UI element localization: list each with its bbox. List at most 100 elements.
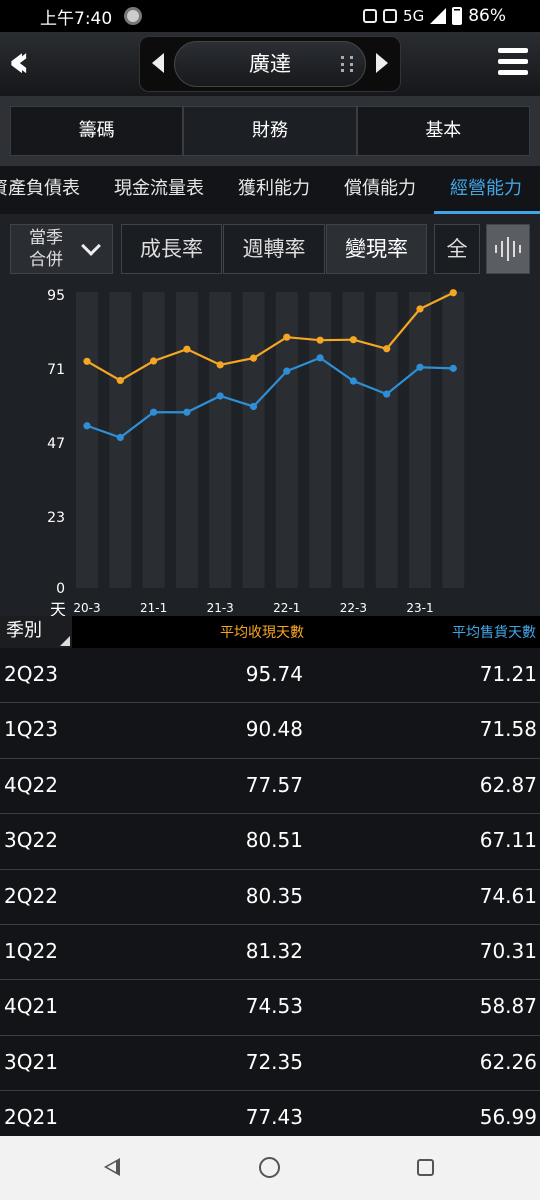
tab-basic[interactable]: 基本 xyxy=(356,106,530,156)
period-cell: 3Q22 xyxy=(4,828,58,853)
grid-column xyxy=(409,292,431,588)
nav-home-icon[interactable] xyxy=(259,1157,280,1178)
y-tick-label: 23 xyxy=(47,510,65,526)
collection-days-cell: 72.35 xyxy=(245,1049,303,1074)
status-icons: 5G 86% xyxy=(363,6,528,26)
status-bar: 上午7:40 5G 86% xyxy=(0,0,540,32)
avg-inventory-days-header: 平均售貨天數 xyxy=(452,625,536,641)
table-header: 季別 平均收現天數 平均售貨天數 xyxy=(0,616,540,648)
series-point-0 xyxy=(116,376,124,385)
tab-finance[interactable]: 財務 xyxy=(183,106,357,156)
collection-days-cell: 80.35 xyxy=(245,883,303,908)
inventory-days-cell: 71.58 xyxy=(479,717,537,742)
x-tick-label: 21-1 xyxy=(140,601,167,615)
subtab-balance-sheet[interactable]: 資產負債表 xyxy=(0,178,80,199)
stock-name: 廣達 xyxy=(249,52,291,76)
grid-column xyxy=(375,292,398,588)
x-tick-label: 21-3 xyxy=(207,601,234,615)
grid-column xyxy=(242,292,265,588)
series-point-0 xyxy=(316,336,324,344)
series-point-1 xyxy=(383,390,391,398)
subtab-profitability[interactable]: 獲利能力 xyxy=(238,178,310,199)
series-point-0 xyxy=(183,345,191,353)
series-point-1 xyxy=(316,354,324,362)
notification-icon xyxy=(124,7,143,25)
period-cell: 2Q21 xyxy=(4,1105,58,1130)
series-line-1 xyxy=(86,356,454,439)
screenshot-icon xyxy=(363,9,378,23)
subtab-cash-flow[interactable]: 現金流量表 xyxy=(114,178,204,199)
grid-column xyxy=(142,292,165,588)
inventory-days-cell: 67.11 xyxy=(479,828,537,853)
top-tabs: 籌碼 財務 基本 xyxy=(0,96,540,166)
battery-icon xyxy=(452,7,463,25)
growth-rate-button[interactable]: 成長率 xyxy=(121,224,222,274)
inventory-days-cell: 62.26 xyxy=(479,1049,537,1074)
sub-tabs: 資產負債表 現金流量表 獲利能力 償債能力 經營能力 xyxy=(0,166,540,214)
period-cell: 3Q21 xyxy=(4,1049,58,1074)
table-row: 2Q21 77.43 56.99 xyxy=(0,1091,540,1136)
collection-days-cell: 77.43 xyxy=(245,1105,303,1130)
grid-column xyxy=(76,292,98,588)
period-cell: 1Q23 xyxy=(4,717,58,742)
avg-collection-days-header: 平均收現天數 xyxy=(220,625,304,641)
inventory-days-cell: 71.21 xyxy=(479,662,537,686)
collection-days-cell: 80.51 xyxy=(245,828,303,853)
stock-name-selector[interactable]: 廣達 xyxy=(174,41,366,87)
period-cell: 2Q22 xyxy=(4,883,58,908)
series-line-0 xyxy=(86,291,454,382)
subtab-operating-ability[interactable]: 經營能力 xyxy=(434,166,540,214)
battery-percent: 86% xyxy=(468,6,506,26)
period-line1: 當季 xyxy=(29,228,63,248)
series-point-0 xyxy=(283,333,291,341)
chart-controls: 當季 合併 成長率 週轉率 變現率 全 xyxy=(0,214,540,286)
table-row: 4Q21 74.53 58.87 xyxy=(0,980,540,1036)
period-cell: 4Q21 xyxy=(4,994,58,1019)
grid-column xyxy=(175,292,198,588)
series-point-1 xyxy=(83,422,91,430)
series-point-0 xyxy=(216,361,224,369)
series-point-1 xyxy=(216,392,224,400)
grid-column xyxy=(342,292,365,588)
app-header: ‹‹ 廣達 xyxy=(0,32,540,96)
back-button[interactable]: ‹‹ xyxy=(8,40,48,84)
liquidity-rate-button[interactable]: 變現率 xyxy=(326,224,427,274)
subtab-solvency[interactable]: 償債能力 xyxy=(344,178,416,199)
series-point-0 xyxy=(349,336,357,344)
series-point-0 xyxy=(83,357,91,365)
next-stock-arrow-icon[interactable] xyxy=(376,53,388,73)
nav-recents-icon[interactable] xyxy=(417,1159,434,1176)
series-point-0 xyxy=(150,357,158,365)
period-line2: 合併 xyxy=(29,250,63,270)
turnover-rate-button[interactable]: 週轉率 xyxy=(223,224,325,274)
grid-column xyxy=(209,292,232,588)
stock-switcher: 廣達 xyxy=(139,36,401,92)
menu-button[interactable] xyxy=(498,48,528,78)
waveform-toggle-button[interactable] xyxy=(486,224,530,274)
network-type: 5G xyxy=(403,7,425,25)
hamburger-icon-line xyxy=(498,59,528,64)
grid-column xyxy=(442,292,465,588)
table-row: 1Q23 90.48 71.58 xyxy=(0,703,540,759)
y-tick-label: 95 xyxy=(47,288,65,304)
all-button[interactable]: 全 xyxy=(434,224,480,274)
collection-days-cell: 81.32 xyxy=(245,938,303,963)
series-point-1 xyxy=(349,377,357,385)
collection-days-cell: 77.57 xyxy=(245,772,303,797)
period-column-header[interactable]: 季別 xyxy=(0,616,72,648)
period-header-label: 季別 xyxy=(6,620,42,641)
collection-days-cell: 74.53 xyxy=(245,994,303,1019)
table-row: 1Q22 81.32 70.31 xyxy=(0,925,540,981)
tab-chips[interactable]: 籌碼 xyxy=(10,106,184,156)
series-point-1 xyxy=(283,367,291,375)
prev-stock-arrow-icon[interactable] xyxy=(152,53,164,73)
x-tick-label: 22-3 xyxy=(340,601,367,615)
period-dropdown[interactable]: 當季 合併 xyxy=(10,224,113,274)
data-table[interactable]: 2Q23 95.74 71.21 1Q23 90.48 71.58 4Q22 7… xyxy=(0,648,540,1136)
series-point-0 xyxy=(249,354,258,362)
y-tick-label: 47 xyxy=(47,436,65,452)
nav-back-icon[interactable] xyxy=(104,1158,120,1176)
series-point-1 xyxy=(183,408,191,416)
hamburger-icon-line xyxy=(498,70,528,75)
series-point-0 xyxy=(449,289,457,297)
